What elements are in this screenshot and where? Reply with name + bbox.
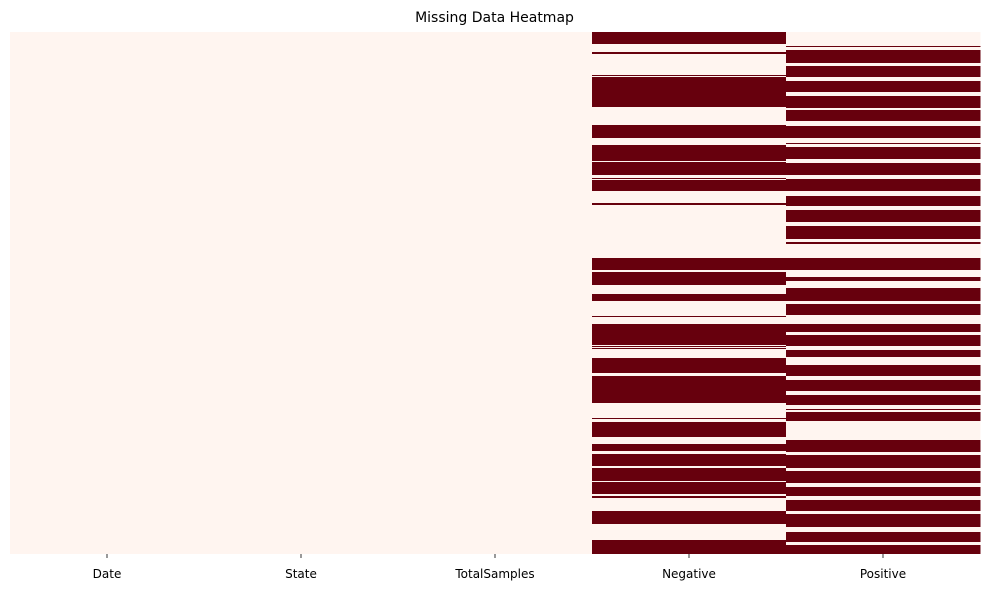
missing-cell-positive-1	[786, 50, 981, 63]
missing-cell-negative-23	[592, 468, 787, 481]
missing-cell-positive-13	[786, 226, 981, 239]
missing-cell-positive-28	[786, 455, 981, 468]
missing-cell-negative-15	[592, 346, 787, 347]
missing-cell-positive-33	[786, 532, 981, 542]
missing-cell-negative-19	[592, 418, 787, 419]
missing-cell-positive-19	[786, 324, 981, 332]
missing-cell-negative-10	[592, 258, 787, 270]
x-axis-ticks: Date State TotalSamples Negative Positive	[93, 554, 906, 581]
missing-cell-negative-20	[592, 422, 787, 437]
x-tick-label-date: Date	[93, 567, 122, 581]
missing-cell-negative-4	[592, 125, 787, 138]
missing-cell-negative-21	[592, 444, 787, 451]
missing-cell-positive-4	[786, 96, 981, 108]
missing-cell-negative-12	[592, 294, 787, 301]
missing-cell-positive-22	[786, 365, 981, 376]
missing-cell-positive-5	[786, 110, 981, 121]
missing-cell-positive-0	[786, 46, 981, 47]
missing-cell-negative-7	[592, 178, 787, 179]
missing-cell-negative-5	[592, 145, 787, 161]
column-totalsamples-present	[398, 32, 593, 554]
missing-cell-positive-25	[786, 409, 981, 410]
missing-cell-negative-9	[592, 203, 787, 205]
missing-cell-positive-27	[786, 440, 981, 452]
missing-cell-positive-2	[786, 66, 981, 77]
missing-cell-positive-31	[786, 500, 981, 511]
x-tick-label-state: State	[285, 567, 317, 581]
missing-cell-positive-17	[786, 288, 981, 301]
missing-cell-positive-6	[786, 126, 981, 138]
missing-cell-negative-25	[592, 496, 787, 498]
x-tick-label-totalsamples: TotalSamples	[454, 567, 534, 581]
x-tick-label-negative: Negative	[662, 567, 716, 581]
missing-cell-positive-18	[786, 304, 981, 315]
column-negative-present	[592, 32, 787, 554]
missing-cell-negative-18	[592, 376, 787, 403]
missing-cell-negative-6	[592, 162, 787, 175]
missing-cell-positive-15	[786, 258, 981, 270]
missing-cell-negative-26	[592, 511, 787, 524]
missing-cell-positive-34	[786, 545, 981, 554]
missing-cell-positive-10	[786, 179, 981, 191]
missing-cell-positive-23	[786, 380, 981, 391]
x-tick-label-positive: Positive	[860, 567, 906, 581]
missing-cell-positive-16	[786, 277, 981, 281]
heatmap-cells	[10, 32, 981, 554]
missing-cell-negative-2	[592, 75, 787, 76]
missing-cell-negative-27	[592, 540, 787, 554]
missing-cell-negative-24	[592, 482, 787, 494]
missing-cell-positive-14	[786, 242, 981, 244]
missing-cell-negative-1	[592, 52, 787, 54]
missing-cell-positive-26	[786, 412, 981, 421]
missing-cell-negative-17	[592, 358, 787, 373]
missing-cell-positive-9	[786, 163, 981, 175]
missing-cell-positive-24	[786, 395, 981, 405]
missing-cell-positive-7	[786, 143, 981, 144]
missing-cell-negative-13	[592, 316, 787, 317]
missing-cell-positive-30	[786, 487, 981, 496]
missing-cell-positive-32	[786, 514, 981, 527]
missing-cell-positive-12	[786, 210, 981, 222]
missing-cell-positive-29	[786, 471, 981, 483]
missing-cell-negative-11	[592, 272, 787, 285]
missing-cell-negative-8	[592, 180, 787, 191]
column-date-present	[10, 32, 205, 554]
missing-cell-positive-20	[786, 335, 981, 346]
column-state-present	[204, 32, 399, 554]
missing-cell-negative-16	[592, 348, 787, 349]
missing-cell-positive-21	[786, 350, 981, 357]
missing-cell-negative-3	[592, 77, 787, 107]
missing-cell-negative-22	[592, 454, 787, 466]
chart-title: Missing Data Heatmap	[415, 10, 574, 26]
missing-cell-positive-11	[786, 196, 981, 206]
missing-cell-negative-0	[592, 32, 787, 44]
missing-cell-positive-8	[786, 147, 981, 159]
missing-cell-negative-14	[592, 324, 787, 345]
missing-cell-positive-3	[786, 81, 981, 92]
